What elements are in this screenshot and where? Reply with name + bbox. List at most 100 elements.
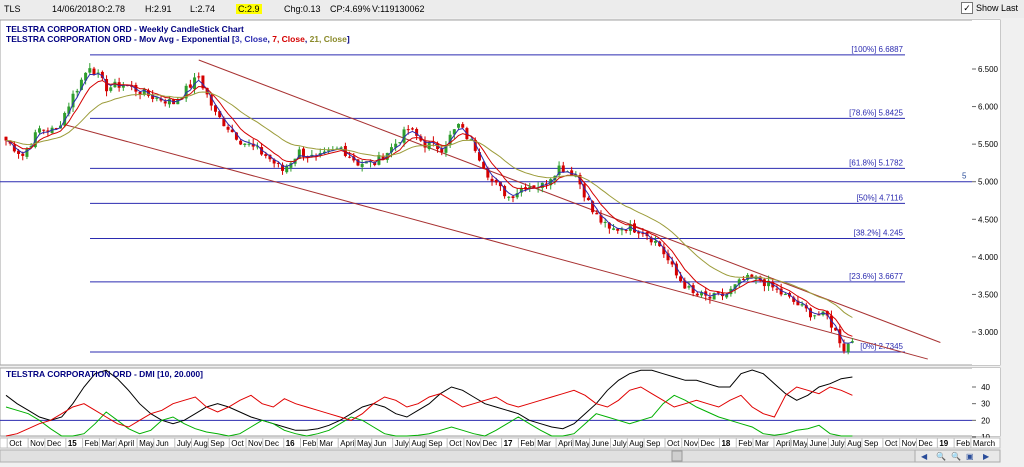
price-tick-label: 4.500 [978, 215, 999, 224]
candle-body [281, 164, 285, 171]
ema-legend-7: 7, Close [272, 34, 305, 44]
candle-body [767, 280, 771, 287]
candle-body [21, 153, 25, 156]
date-label: Feb [956, 439, 970, 448]
candle-body [67, 106, 71, 114]
candle-body [226, 126, 230, 130]
date-label: 15 [68, 439, 77, 448]
trendlines[interactable] [64, 59, 941, 360]
candle-body [142, 89, 146, 95]
zoom-fit-icon[interactable]: ▣ [966, 452, 974, 461]
chart-canvas[interactable]: [100%] 6.6887 [78.6%] 5.8425 [61.8%] 5.178… [0, 18, 1024, 465]
candle-body [850, 341, 854, 343]
candle-body [750, 274, 754, 279]
candle-body [188, 84, 192, 88]
candle-body [79, 79, 83, 90]
date-label: Nov [30, 439, 44, 448]
candle-body [218, 111, 222, 118]
horizontal-line-label: 5 [962, 172, 967, 181]
scroll-nav-controls[interactable]: ◀ 🔍 🔍 ▣ ▶ [914, 449, 1001, 463]
candle-body [201, 75, 205, 89]
candle-body [846, 343, 850, 353]
candle-body [612, 228, 616, 230]
open-label: O:2.78 [98, 4, 126, 14]
candle-body [783, 294, 787, 296]
candle-body [586, 197, 590, 201]
candle-body [360, 163, 364, 167]
date-label: Feb [85, 439, 99, 448]
candle-body [452, 129, 456, 135]
trendline[interactable] [64, 124, 928, 360]
candle-body [348, 156, 352, 158]
scrollbar-thumb[interactable] [671, 450, 683, 462]
candle-body [268, 154, 272, 160]
candle-body [708, 297, 712, 299]
zoom-out-icon[interactable]: 🔍 [936, 451, 946, 461]
zoom-in-icon[interactable]: 🔍 [951, 451, 961, 461]
candle-body [297, 149, 301, 159]
date-label: Nov [902, 439, 916, 448]
date-label: July [395, 439, 409, 448]
date-label: April [558, 439, 574, 448]
date-label: April [118, 439, 134, 448]
candle-body [633, 223, 636, 233]
date-label: Mar [101, 439, 115, 448]
candle-body [779, 288, 783, 295]
date-label: Jun [156, 439, 169, 448]
candle-body [469, 139, 473, 141]
candle-body [38, 128, 42, 133]
ema-legend-sep2: , [304, 34, 310, 44]
candle-body [620, 229, 624, 231]
fib-level-label: [78.6%] 5.8425 [849, 108, 903, 117]
candle-body [515, 193, 519, 198]
candle-body [662, 246, 666, 255]
horizontal-scrollbar[interactable] [0, 449, 1001, 463]
candle-body [398, 142, 402, 144]
date-label: Dec [265, 439, 279, 448]
candle-body [653, 240, 657, 243]
date-label: April [776, 439, 792, 448]
scroll-left-icon[interactable]: ◀ [921, 452, 928, 461]
candle-body [230, 129, 234, 133]
candle-body [155, 97, 159, 99]
date-label: Aug [847, 439, 861, 448]
candle-body [410, 128, 414, 130]
candle-body [486, 168, 490, 178]
scroll-right-icon[interactable]: ▶ [983, 452, 990, 461]
candle-body [214, 105, 217, 112]
candle-body [813, 315, 817, 317]
dmi-tick-label: 20 [981, 416, 990, 425]
candle-body [88, 68, 92, 73]
date-label: July [830, 439, 844, 448]
chart-area[interactable]: [100%] 6.6887 [78.6%] 5.8425 [61.8%] 5.178… [0, 18, 1024, 465]
candle-body [75, 90, 79, 93]
ema-legend-prefix: TELSTRA CORPORATION ORD - Mov Avg - Expo… [6, 34, 235, 44]
date-label: Oct [231, 439, 244, 448]
candle-body [457, 123, 461, 128]
candle-body [741, 278, 745, 280]
dmi-panel [0, 367, 1001, 437]
date-label: Aug [194, 439, 208, 448]
date-label: April [340, 439, 356, 448]
candle-body [264, 154, 268, 156]
ema-legend-sep1: , [267, 34, 273, 44]
candle-body [570, 170, 574, 176]
price-tick-label: 6.500 [978, 65, 999, 74]
quote-toolbar: TLS 14/06/2018 O:2.78 H:2.91 L:2.74 C:2.… [0, 0, 1024, 19]
dmi-lines [0, 369, 972, 437]
moving-averages [5, 73, 853, 344]
show-last-toggle[interactable]: ✓ Show Last [960, 2, 1018, 14]
date-label: Feb [302, 439, 316, 448]
candle-body [834, 327, 838, 331]
trendline[interactable] [198, 59, 941, 343]
date-label: Mar [319, 439, 333, 448]
candle-body [54, 128, 58, 130]
candle-body [440, 148, 444, 153]
high-label: H:2.91 [145, 4, 172, 14]
dmi-tick-label: 30 [981, 400, 990, 409]
date-label: Nov [684, 439, 698, 448]
checkbox-checked-icon[interactable]: ✓ [960, 2, 973, 14]
candle-body [163, 101, 167, 104]
candle-body [243, 143, 247, 145]
dmi-minus-line [5, 386, 853, 437]
